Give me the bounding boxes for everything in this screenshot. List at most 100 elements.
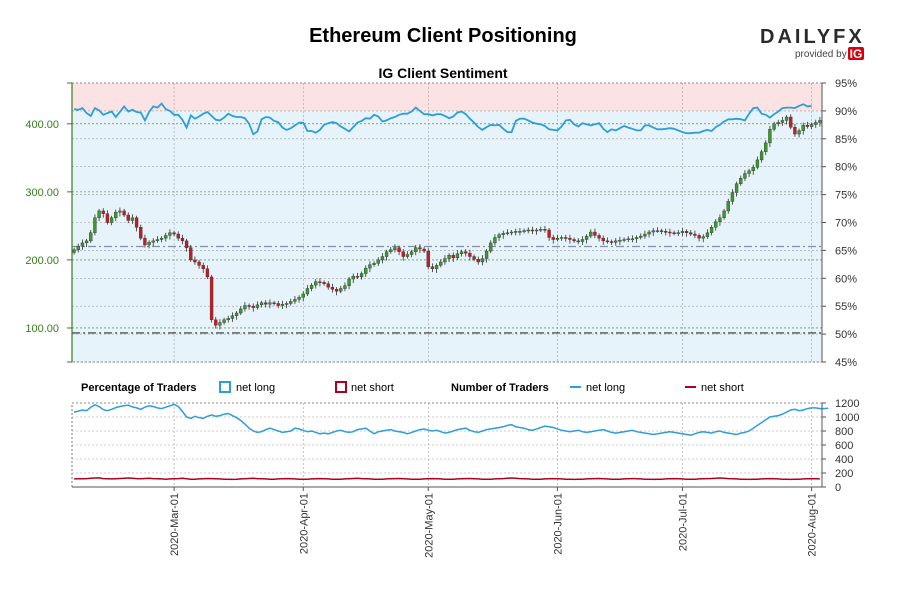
candle-body	[359, 273, 364, 278]
candle	[101, 208, 105, 218]
candle-body	[722, 210, 726, 218]
candle	[551, 234, 555, 244]
candle	[305, 285, 310, 296]
candle	[426, 248, 430, 270]
candle	[130, 214, 135, 224]
candle	[547, 227, 551, 241]
candle-body	[289, 301, 293, 304]
candle	[155, 236, 160, 243]
candle-body	[568, 237, 572, 240]
candle-body	[701, 236, 705, 239]
candle-body	[576, 240, 580, 243]
candle-body	[664, 231, 668, 233]
candle-body	[547, 229, 551, 238]
candle	[772, 121, 776, 132]
candle-body	[772, 123, 776, 130]
candle-body	[222, 319, 226, 323]
candle-body	[151, 240, 155, 243]
candle-body	[109, 217, 114, 223]
candle-body	[243, 305, 247, 310]
ig-logo-text: IG	[850, 47, 863, 61]
main-grid	[72, 82, 822, 363]
candle-body	[334, 288, 339, 292]
candle	[797, 128, 801, 138]
candle-body	[718, 217, 722, 223]
candle-body	[347, 278, 351, 286]
candle	[709, 225, 714, 236]
candle-body	[605, 240, 610, 243]
candle	[147, 240, 151, 249]
candle	[734, 181, 739, 197]
candle	[72, 247, 76, 255]
candle-body	[622, 239, 626, 241]
long-zone	[72, 110, 822, 363]
candle-body	[368, 264, 372, 269]
candle	[368, 261, 372, 273]
candle	[314, 278, 318, 289]
dailyfx-logo-text: DAILYFX	[760, 26, 865, 48]
dailyfx-logo: DAILYFX provided by IG	[760, 26, 865, 61]
price-candles	[72, 114, 822, 330]
candle-body	[414, 247, 418, 252]
legend-long-box	[219, 381, 231, 393]
sentiment-long-line	[73, 102, 812, 136]
candle-body	[647, 231, 651, 235]
candle	[164, 232, 168, 242]
candle-body	[680, 231, 685, 233]
candle-body	[580, 239, 585, 242]
candle	[280, 300, 285, 309]
candle-body	[747, 170, 751, 174]
candle	[180, 234, 185, 245]
candle	[251, 303, 255, 312]
candle	[676, 229, 680, 237]
candle	[655, 227, 660, 233]
candle-body	[259, 302, 264, 306]
candle-body	[297, 297, 301, 300]
candle-body	[693, 233, 697, 236]
candle-body	[176, 233, 180, 239]
candle	[384, 249, 389, 261]
candle-body	[805, 124, 810, 127]
candle-body	[122, 210, 126, 216]
candle-body	[814, 122, 818, 125]
candle	[818, 117, 822, 127]
candle	[489, 240, 493, 254]
candle-body	[376, 259, 380, 264]
candle	[430, 263, 435, 273]
ig-logo-badge	[848, 47, 864, 60]
main-axes: 100.00 200.00 300.00 400.00 45% 50% 55% 60% 65% 7…	[25, 78, 857, 369]
candle	[522, 228, 526, 234]
candle-body	[759, 151, 764, 161]
candle	[609, 239, 614, 245]
candle-body	[534, 229, 539, 232]
candle-body	[89, 232, 93, 242]
candle	[343, 282, 347, 292]
candle-body	[639, 235, 643, 238]
candle-body	[318, 281, 322, 283]
candle-body	[526, 229, 530, 232]
candle-body	[655, 230, 660, 232]
sentiment-tick-label: 45%	[835, 357, 857, 369]
candle-body	[430, 266, 435, 269]
candle-body	[684, 231, 689, 233]
candle-body	[789, 116, 793, 128]
candle-body	[143, 237, 147, 246]
candle	[284, 301, 289, 309]
candle	[805, 121, 810, 129]
candle-body	[564, 237, 568, 239]
candle	[589, 229, 593, 239]
candle-body	[201, 265, 205, 269]
traders-tick-label: 600	[835, 440, 853, 452]
candle-body	[714, 221, 718, 228]
traders-tick-label: 1000	[835, 412, 859, 424]
x-axis-labels: 2020-Mar-01 2020-Apr-01 2020-May-01 2020-Ju…	[169, 487, 819, 558]
candle-body	[355, 276, 360, 278]
candle-body	[239, 308, 243, 314]
legend-short-box	[335, 381, 347, 393]
candle-body	[301, 293, 305, 298]
candle	[126, 212, 130, 224]
candle-body	[572, 239, 576, 242]
candle-body	[93, 217, 97, 233]
candle-body	[293, 299, 297, 302]
candle	[480, 255, 485, 266]
